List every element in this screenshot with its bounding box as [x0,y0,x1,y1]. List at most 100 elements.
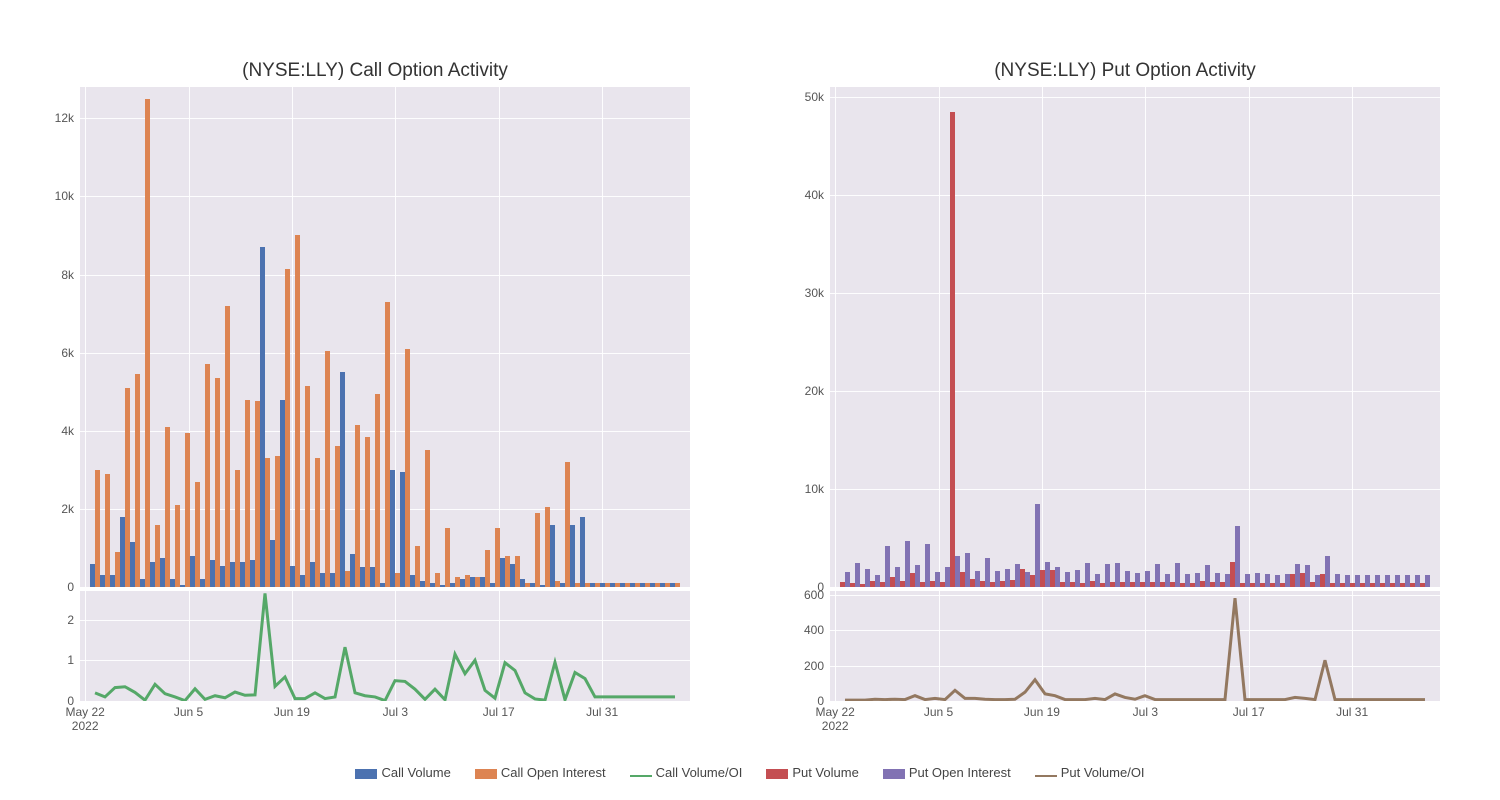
bar [660,583,664,587]
bar [440,585,444,587]
bar [435,573,439,587]
bar [1045,562,1049,587]
bar [985,558,989,587]
bar [665,583,669,587]
bar [675,583,679,587]
bar [1020,569,1024,587]
bar [1370,583,1374,587]
legend-item: Call Open Interest [475,765,606,780]
bar [1400,583,1404,587]
right-panel: (NYSE:LLY) Put Option Activity 010k20k30… [750,0,1500,760]
bar [305,386,309,587]
bar [925,544,929,587]
bar [520,579,524,587]
bar [1405,575,1409,587]
bar [1215,573,1219,587]
bar [650,583,654,587]
left-panel: (NYSE:LLY) Call Option Activity 02k4k6k8… [0,0,750,760]
y-tick-label: 2 [67,613,80,627]
legend-swatch [1035,775,1057,777]
bar [865,569,869,587]
bar [1200,581,1204,587]
bar [1270,583,1274,587]
bar [630,583,634,587]
bar [1090,581,1094,587]
bar [250,560,254,587]
bar [300,575,304,587]
bar [1185,574,1189,587]
y-tick-label: 40k [805,188,830,202]
bar [845,572,849,587]
x-tick-label: Jul 31 [586,701,618,719]
bar [1190,583,1194,587]
bar [365,437,369,587]
bar [1010,580,1014,587]
bar [1150,582,1154,587]
bar [1080,583,1084,587]
bar [930,581,934,587]
bar [1120,582,1124,587]
legend-label: Call Volume/OI [656,765,743,780]
bar [990,582,994,587]
bar [570,525,574,588]
bar [445,528,449,587]
y-tick-label: 50k [805,90,830,104]
bar [280,400,284,588]
legend-swatch [766,769,788,779]
bar [380,583,384,587]
bar [235,470,239,587]
bar [1355,575,1359,587]
bar [155,525,159,588]
bar [915,565,919,587]
bar [610,583,614,587]
left-bar-chart: 02k4k6k8k10k12k [80,87,690,587]
bar [1290,574,1294,587]
bar [470,577,474,587]
bar [185,433,189,587]
bar [1075,570,1079,587]
bar [370,567,374,587]
bar [855,563,859,588]
bar [170,579,174,587]
bar [320,573,324,587]
legend-label: Call Volume [381,765,450,780]
x-tick-label: Jun 19 [1024,701,1060,719]
legend: Call Volume Call Open Interest Call Volume… [0,764,1500,780]
bar [555,581,559,587]
bar [1280,583,1284,587]
legend-item: Put Open Interest [883,765,1011,780]
x-year-label: 2022 [822,701,849,733]
bar [500,558,504,587]
bar [1380,583,1384,587]
bar [1295,564,1299,587]
bar [1005,569,1009,587]
bar [480,577,484,587]
bar [385,302,389,587]
bar [1265,574,1269,587]
bar [550,525,554,588]
bar [1415,575,1419,587]
bar [340,372,344,587]
y-tick-label: 2k [61,502,80,516]
bar [360,567,364,587]
bar [670,583,674,587]
bar [430,583,434,587]
bar [325,351,329,587]
bar [540,585,544,587]
bar [1310,582,1314,587]
bar [125,388,129,587]
bar [565,462,569,587]
bar [210,560,214,587]
legend-swatch [883,769,905,779]
bar [145,99,149,587]
bar [1335,574,1339,587]
bar [390,470,394,587]
bar [1315,575,1319,587]
right-bar-chart: 010k20k30k40k50k [830,87,1440,587]
bar [1175,563,1179,588]
bar [190,556,194,587]
bar [205,364,209,587]
bar [450,583,454,587]
bar [580,517,584,587]
bar [220,566,224,587]
